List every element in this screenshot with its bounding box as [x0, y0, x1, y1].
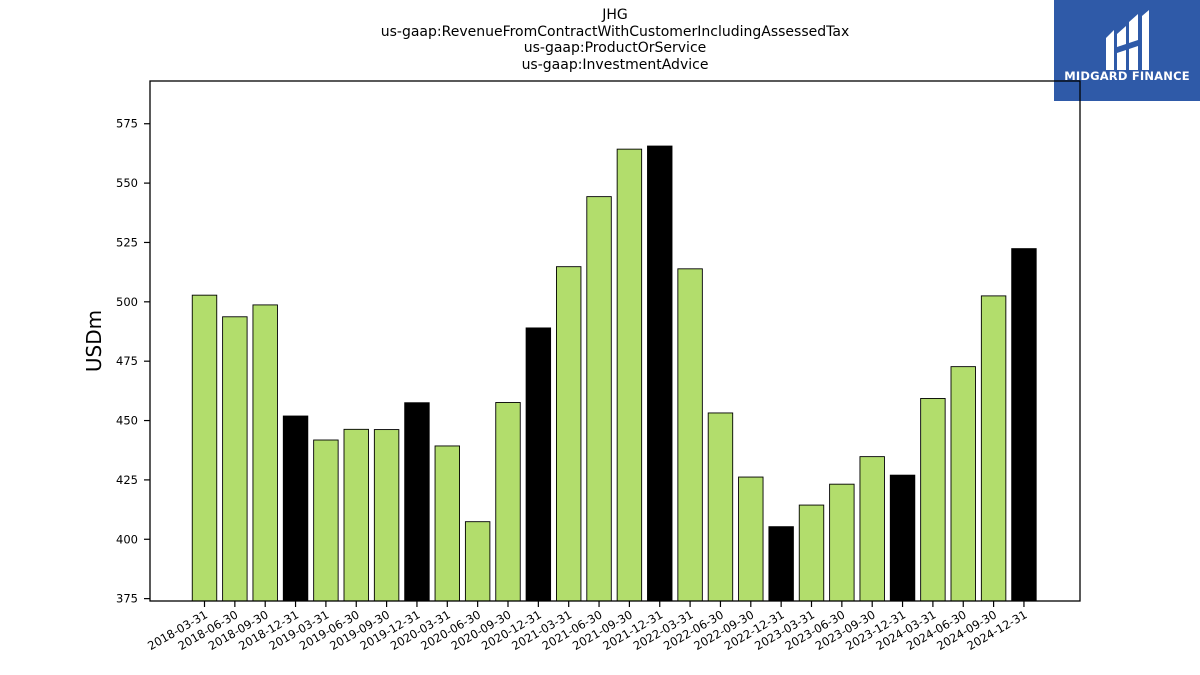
bar-2024-06-30 — [950, 366, 976, 602]
bar-2022-03-31 — [677, 268, 703, 602]
bar-2019-06-30 — [343, 428, 369, 602]
y-tick-label: 475 — [116, 354, 138, 368]
bar-2022-12-31 — [768, 526, 794, 602]
y-axis: 375 400 425 450 475 500 525 550 575 — [116, 117, 150, 606]
bar-2018-03-31 — [191, 294, 218, 602]
bar-2020-09-30 — [495, 402, 521, 602]
bar-2022-06-30 — [707, 412, 734, 602]
bar-2024-03-31 — [920, 398, 946, 602]
bar-2018-06-30 — [222, 316, 248, 602]
bar-2021-09-30 — [616, 148, 643, 602]
chart-title-line-1: JHG — [602, 7, 628, 23]
bar-2020-12-31 — [525, 327, 552, 602]
y-tick-label: 400 — [116, 532, 138, 546]
y-tick-label: 550 — [116, 176, 138, 190]
bar-2021-03-31 — [556, 266, 582, 602]
bar-2021-06-30 — [586, 196, 612, 602]
bar-2018-09-30 — [252, 304, 278, 602]
y-axis-label: USDm — [82, 310, 106, 372]
bar-2024-12-31 — [1011, 248, 1037, 602]
logo-text: MIDGARD FINANCE — [1064, 69, 1190, 83]
bar-2021-12-31 — [647, 145, 673, 602]
bar-2019-03-31 — [313, 439, 339, 602]
bar-2023-12-31 — [889, 474, 916, 602]
y-tick-label: 525 — [116, 235, 138, 249]
bar-2023-03-31 — [798, 504, 825, 602]
bar-2019-12-31 — [404, 402, 430, 602]
y-tick-label: 375 — [116, 592, 138, 606]
y-tick-label: 575 — [116, 117, 138, 131]
chart-title-line-4: us-gaap:InvestmentAdvice — [521, 56, 709, 73]
bars-group — [191, 145, 1037, 602]
y-tick-label: 450 — [116, 414, 138, 428]
chart-title-line-3: us-gaap:ProductOrService — [523, 40, 707, 56]
bar-2023-09-30 — [859, 456, 885, 602]
bar-2023-06-30 — [829, 483, 855, 602]
bar-2024-09-30 — [980, 295, 1007, 602]
plot-frame — [149, 80, 1081, 602]
logo-mark-icon — [1106, 10, 1149, 70]
bar-2018-12-31 — [282, 415, 309, 602]
chart-title: JHG us-gaap:RevenueFromContractWithCusto… — [150, 7, 1080, 73]
bar-2022-09-30 — [738, 476, 764, 602]
bar-2019-09-30 — [373, 429, 400, 602]
bar-2020-06-30 — [464, 521, 491, 602]
bar-2020-03-31 — [434, 445, 460, 602]
y-tick-label: 425 — [116, 473, 138, 487]
y-tick-label: 500 — [116, 295, 138, 309]
midgard-finance-logo: MIDGARD FINANCE — [1054, 0, 1200, 101]
x-axis: 2018-03-312018-06-302018-09-302018-12-31… — [145, 601, 1029, 653]
chart-title-line-2: us-gaap:RevenueFromContractWithCustomerI… — [380, 23, 850, 40]
